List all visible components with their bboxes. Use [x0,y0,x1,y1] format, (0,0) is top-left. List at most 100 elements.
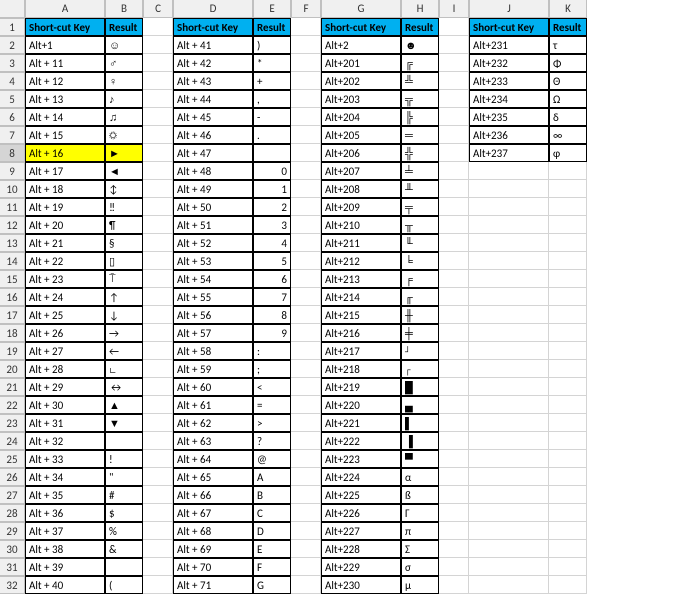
empty-cell[interactable] [143,414,173,432]
result-cell[interactable]: ╬ [401,144,439,162]
empty-cell[interactable] [291,108,321,126]
empty-cell[interactable] [291,144,321,162]
empty-cell[interactable] [143,252,173,270]
shortcut-cell[interactable]: Alt + 31 [25,414,105,432]
empty-cell[interactable] [439,18,469,36]
empty-cell[interactable] [291,252,321,270]
result-cell[interactable]: ▌ [401,414,439,432]
shortcut-cell[interactable]: Alt + 70 [173,558,253,576]
empty-cell[interactable] [549,504,587,522]
shortcut-cell[interactable]: Alt + 48 [173,162,253,180]
shortcut-cell[interactable]: Alt+214 [321,288,401,306]
result-cell[interactable]: 3 [253,216,291,234]
result-cell[interactable]: 1 [253,180,291,198]
result-cell[interactable]: ═ [401,126,439,144]
empty-cell[interactable] [549,252,587,270]
empty-cell[interactable] [549,216,587,234]
shortcut-cell[interactable]: Alt + 13 [25,90,105,108]
empty-cell[interactable] [439,396,469,414]
shortcut-cell[interactable]: Alt+230 [321,576,401,594]
empty-cell[interactable] [439,414,469,432]
empty-cell[interactable] [439,558,469,576]
result-cell[interactable]: : [253,342,291,360]
shortcut-cell[interactable]: Alt + 35 [25,486,105,504]
result-cell[interactable]: G [253,576,291,594]
shortcut-cell[interactable]: Alt+236 [469,126,549,144]
shortcut-header[interactable]: Short-cut Key [173,18,253,36]
empty-cell[interactable] [439,378,469,396]
row-header-28[interactable]: 28 [0,504,25,522]
empty-cell[interactable] [143,432,173,450]
result-cell[interactable] [253,144,291,162]
shortcut-header[interactable]: Short-cut Key [469,18,549,36]
shortcut-cell[interactable]: Alt+216 [321,324,401,342]
empty-cell[interactable] [143,468,173,486]
spreadsheet-grid[interactable]: ABCDEFGHIJK1Short-cut KeyResultShort-cut… [0,0,697,594]
shortcut-cell[interactable]: Alt+202 [321,72,401,90]
shortcut-cell[interactable]: Alt + 17 [25,162,105,180]
empty-cell[interactable] [291,468,321,486]
shortcut-cell[interactable]: Alt + 15 [25,126,105,144]
row-header-17[interactable]: 17 [0,306,25,324]
result-cell[interactable]: 2 [253,198,291,216]
shortcut-cell[interactable]: Alt + 55 [173,288,253,306]
result-cell[interactable]: ╦ [401,90,439,108]
empty-cell[interactable] [143,378,173,396]
result-cell[interactable]: → [105,324,143,342]
result-cell[interactable]: @ [253,450,291,468]
result-cell[interactable] [105,558,143,576]
shortcut-cell[interactable]: Alt + 22 [25,252,105,270]
empty-cell[interactable] [439,252,469,270]
empty-cell[interactable] [549,288,587,306]
empty-cell[interactable] [469,540,549,558]
result-cell[interactable]: ↔ [105,378,143,396]
result-header[interactable]: Result [253,18,291,36]
empty-cell[interactable] [549,378,587,396]
row-header-9[interactable]: 9 [0,162,25,180]
result-cell[interactable]: τ [549,36,587,54]
result-cell[interactable]: F [253,558,291,576]
shortcut-cell[interactable]: Alt+204 [321,108,401,126]
empty-cell[interactable] [549,522,587,540]
row-header-12[interactable]: 12 [0,216,25,234]
row-header-24[interactable]: 24 [0,432,25,450]
result-cell[interactable]: ☺ [105,36,143,54]
empty-cell[interactable] [549,414,587,432]
empty-cell[interactable] [143,288,173,306]
result-cell[interactable] [105,432,143,450]
empty-cell[interactable] [291,360,321,378]
empty-cell[interactable] [469,216,549,234]
empty-cell[interactable] [469,252,549,270]
empty-cell[interactable] [143,522,173,540]
shortcut-cell[interactable]: Alt + 58 [173,342,253,360]
shortcut-cell[interactable]: Alt + 67 [173,504,253,522]
col-header-I[interactable]: I [439,0,469,18]
empty-cell[interactable] [143,108,173,126]
shortcut-cell[interactable]: Alt+205 [321,126,401,144]
empty-cell[interactable] [291,576,321,594]
shortcut-cell[interactable]: Alt + 45 [173,108,253,126]
empty-cell[interactable] [439,288,469,306]
empty-cell[interactable] [469,576,549,594]
result-cell[interactable]: δ [549,108,587,126]
result-cell[interactable]: 6 [253,270,291,288]
result-cell[interactable]: § [105,234,143,252]
result-cell[interactable]: ¶ [105,216,143,234]
shortcut-cell[interactable]: Alt+233 [469,72,549,90]
result-cell[interactable]: ▀ [401,450,439,468]
empty-cell[interactable] [549,324,587,342]
col-header-C[interactable]: C [143,0,173,18]
empty-cell[interactable] [291,54,321,72]
empty-cell[interactable] [439,216,469,234]
result-cell[interactable]: σ [401,558,439,576]
shortcut-cell[interactable]: Alt + 37 [25,522,105,540]
empty-cell[interactable] [143,576,173,594]
result-cell[interactable]: ► [105,144,143,162]
empty-cell[interactable] [469,486,549,504]
shortcut-cell[interactable]: Alt + 49 [173,180,253,198]
empty-cell[interactable] [469,504,549,522]
result-cell[interactable]: ╨ [401,180,439,198]
result-cell[interactable]: ╓ [401,288,439,306]
result-cell[interactable]: α [401,468,439,486]
result-cell[interactable]: ⍑ [105,270,143,288]
